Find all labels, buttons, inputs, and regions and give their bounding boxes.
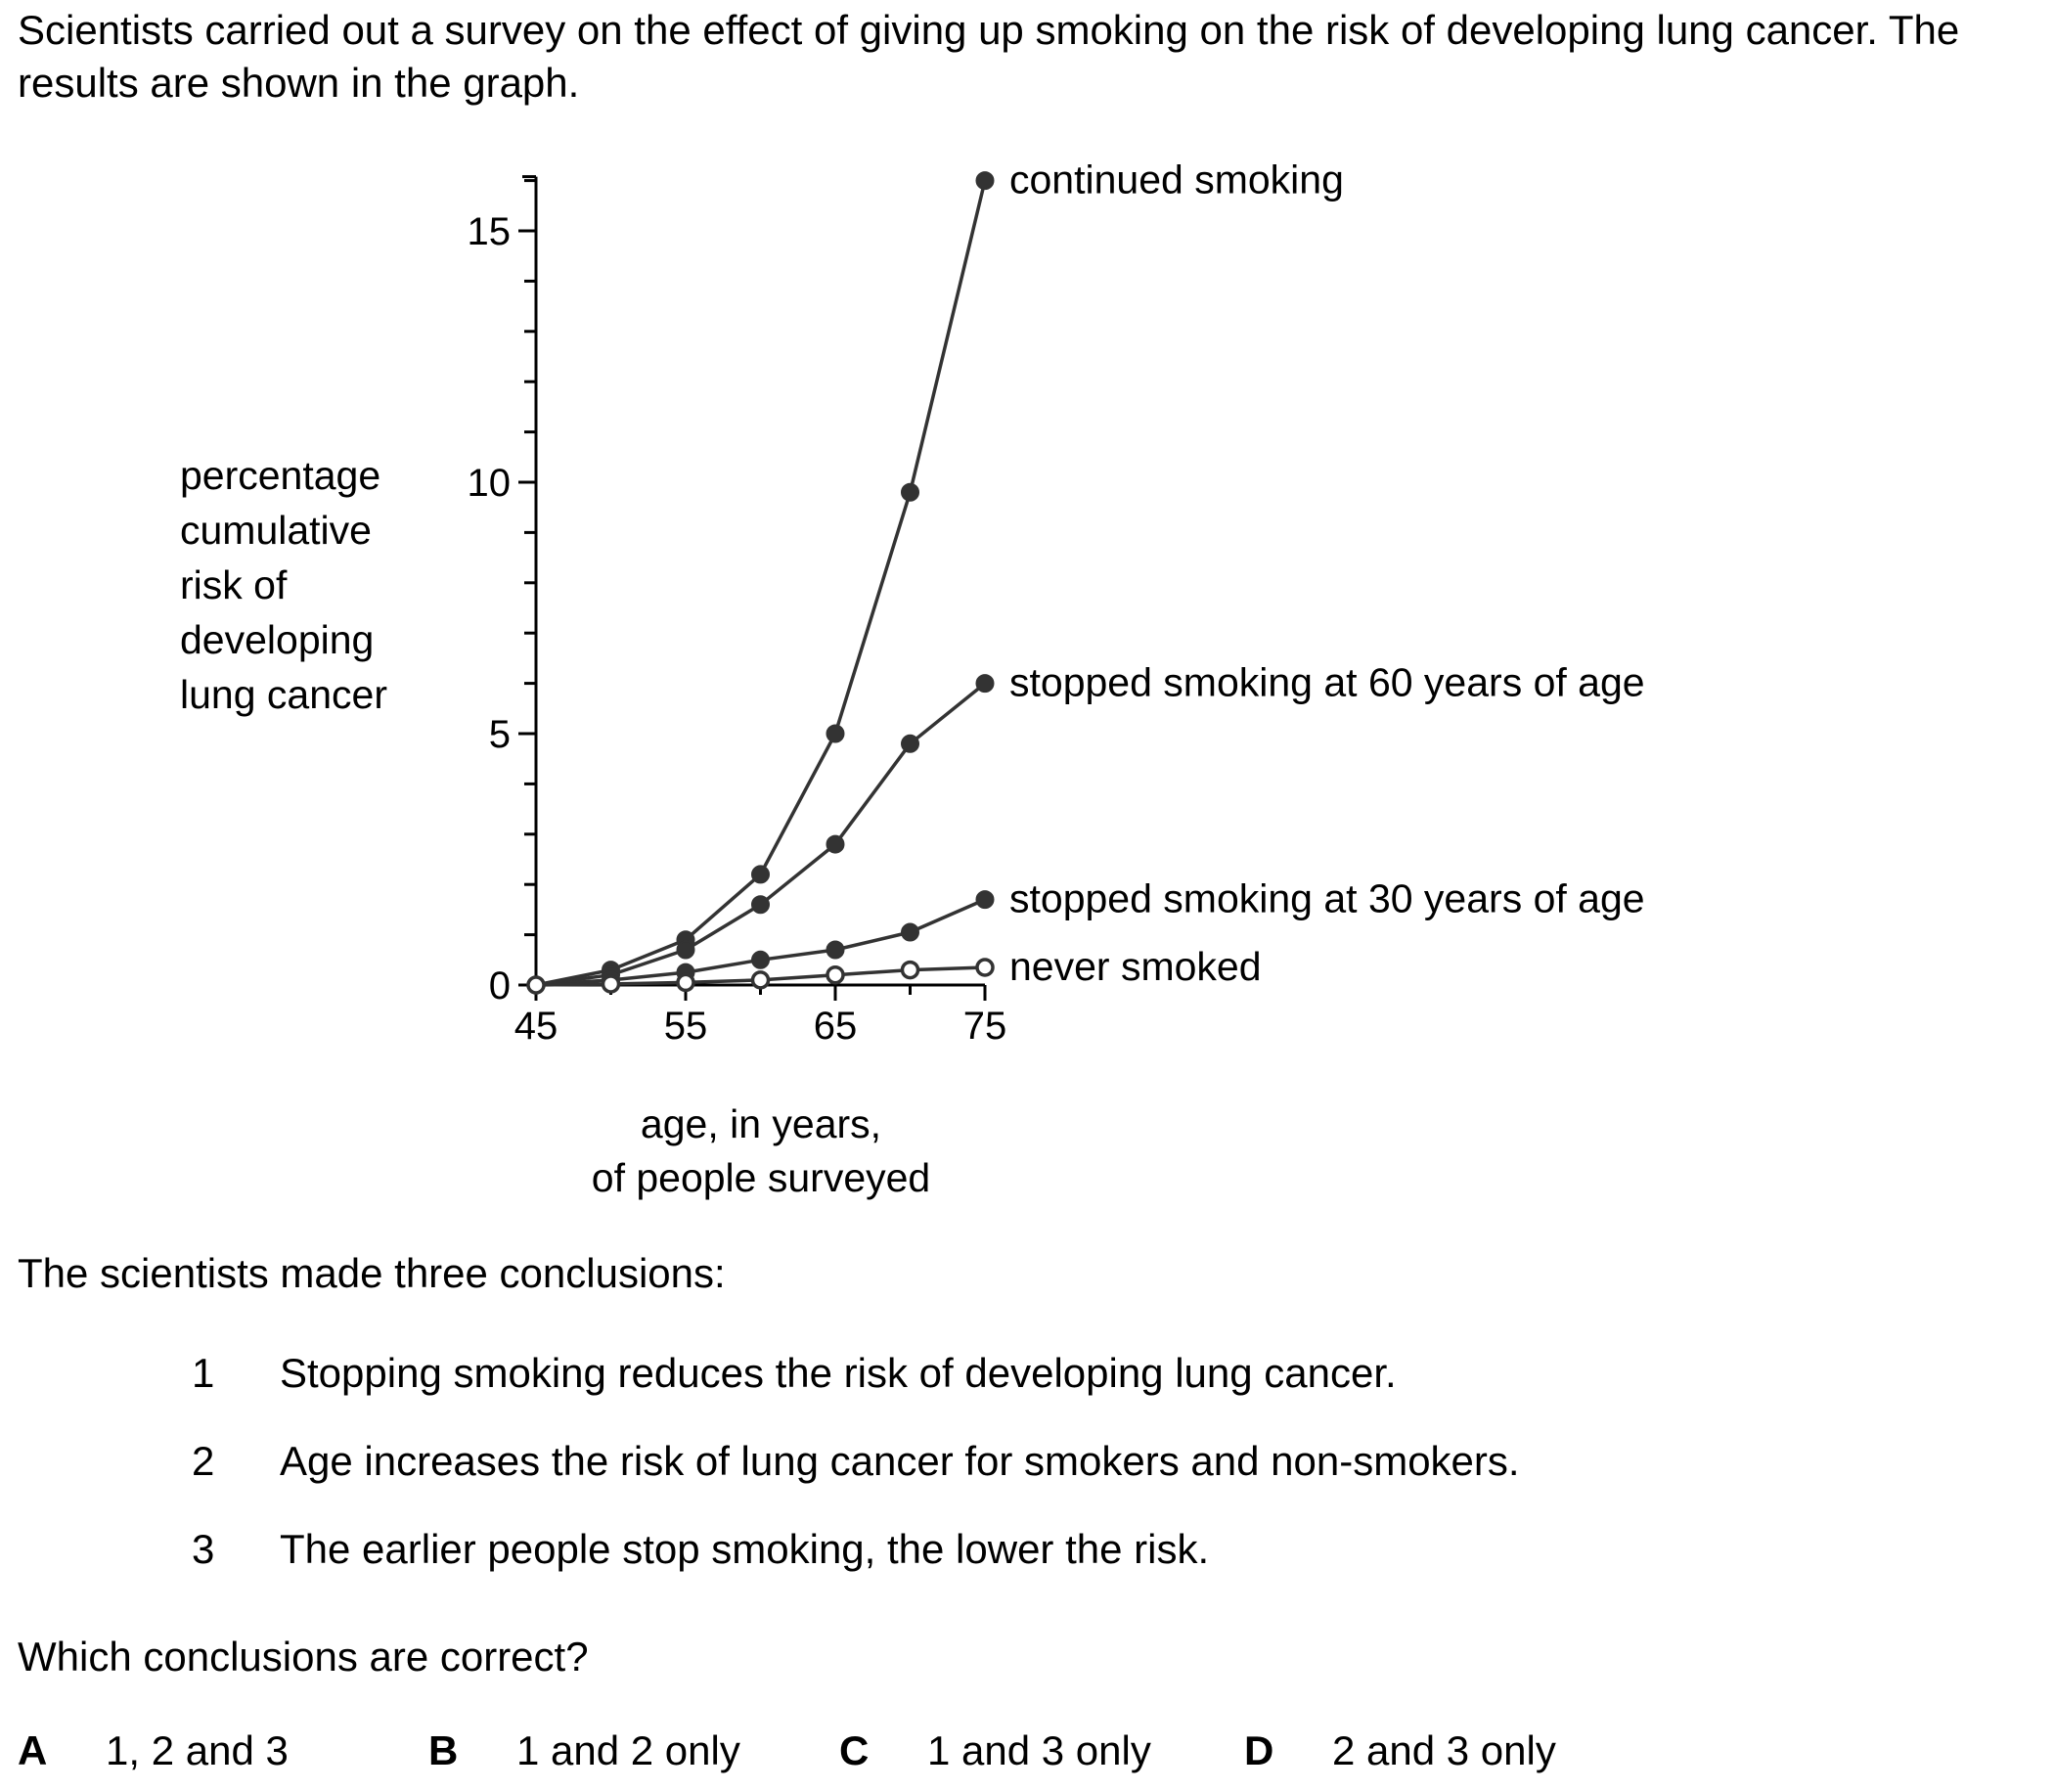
series-line xyxy=(535,180,987,987)
series-label: continued smoking xyxy=(1009,157,1344,202)
conclusion-text: Stopping smoking reduces the risk of dev… xyxy=(280,1350,1397,1396)
option-letter: C xyxy=(839,1727,870,1773)
y-axis-label-line: cumulative xyxy=(180,508,372,553)
x-tick-label: 65 xyxy=(814,1005,858,1048)
option-text: 1 and 2 only xyxy=(516,1727,740,1773)
option-text: 1 and 3 only xyxy=(927,1727,1151,1773)
risk-chart: percentage cumulative risk of developing lun… xyxy=(180,157,1645,1200)
option-text: 2 and 3 only xyxy=(1332,1727,1556,1773)
option-text: 1, 2 and 3 xyxy=(106,1727,289,1773)
conclusion-item: 1 Stopping smoking reduces the risk of d… xyxy=(0,1350,1761,1409)
y-axis-label-line: risk of xyxy=(180,562,288,607)
chart-axes: 0 5 10 15 45 55 65 75 xyxy=(468,175,1007,1048)
series-label: stopped smoking at 60 years of age xyxy=(1009,660,1645,705)
data-point xyxy=(900,960,920,980)
series-group: continued smoking stopped smoking at 60 y… xyxy=(526,157,1645,995)
conclusion-item: 2 Age increases the risk of lung cancer … xyxy=(0,1438,1761,1497)
data-point xyxy=(751,865,770,884)
option-letter: B xyxy=(428,1727,459,1773)
series-never-smoked: never smoked xyxy=(526,944,1262,995)
series-label: stopped smoking at 30 years of age xyxy=(1009,876,1645,921)
conclusion-text: The earlier people stop smoking, the low… xyxy=(280,1526,1210,1572)
y-tick-label: 15 xyxy=(468,210,512,253)
y-axis-label-line: percentage xyxy=(180,453,380,498)
conclusions-intro: The scientists made three conclusions: xyxy=(18,1250,726,1296)
option-letter: A xyxy=(18,1727,48,1773)
data-point xyxy=(676,940,695,960)
conclusion-text: Age increases the risk of lung cancer fo… xyxy=(280,1438,1520,1484)
data-point xyxy=(901,482,919,502)
data-point xyxy=(751,950,770,969)
x-tick-label: 75 xyxy=(963,1005,1007,1048)
data-point xyxy=(901,734,919,753)
option-a[interactable]: A 1, 2 and 3 xyxy=(18,1727,289,1774)
option-d[interactable]: D 2 and 3 only xyxy=(1244,1727,1556,1774)
data-point xyxy=(751,895,770,915)
y-tick-label: 0 xyxy=(489,964,511,1008)
data-point xyxy=(826,964,845,985)
data-point xyxy=(975,890,995,910)
y-axis-label-line: lung cancer xyxy=(180,672,387,717)
conclusion-item: 3 The earlier people stop smoking, the l… xyxy=(0,1526,1761,1585)
data-point xyxy=(826,724,845,743)
data-point xyxy=(826,940,845,960)
x-tick-label: 55 xyxy=(664,1005,708,1048)
data-point xyxy=(901,922,919,942)
x-axis-label-line: age, in years, xyxy=(641,1101,881,1146)
data-point xyxy=(750,970,771,990)
option-b[interactable]: B 1 and 2 only xyxy=(428,1727,740,1774)
x-tick-label: 45 xyxy=(514,1005,558,1048)
data-point xyxy=(526,975,546,995)
conclusion-number: 2 xyxy=(192,1438,215,1484)
data-point xyxy=(975,958,995,977)
series-label: never smoked xyxy=(1009,944,1262,989)
y-tick-label: 10 xyxy=(468,462,512,505)
option-letter: D xyxy=(1244,1727,1274,1773)
series-continued-smoking: continued smoking xyxy=(526,157,1344,995)
conclusion-number: 3 xyxy=(192,1526,215,1572)
data-point xyxy=(676,972,695,993)
data-point xyxy=(601,974,621,994)
intro-text: Scientists carried out a survey on the e… xyxy=(18,7,1960,106)
x-axis-label-line: of people surveyed xyxy=(592,1155,930,1200)
series-stopped-smoking-at-30-years-of-age: stopped smoking at 30 years of age xyxy=(526,876,1645,995)
data-point xyxy=(975,171,995,191)
option-c[interactable]: C 1 and 3 only xyxy=(839,1727,1151,1774)
data-point xyxy=(826,834,845,854)
y-axis-label-line: developing xyxy=(180,617,374,662)
series-line xyxy=(535,682,987,987)
conclusion-number: 1 xyxy=(192,1350,215,1396)
question-text: Which conclusions are correct? xyxy=(18,1634,589,1680)
series-stopped-smoking-at-60-years-of-age: stopped smoking at 60 years of age xyxy=(526,660,1645,995)
answer-options: A 1, 2 and 3 B 1 and 2 only C 1 and 3 on… xyxy=(0,1727,2054,1786)
y-axis-label: percentage cumulative risk of developing lun… xyxy=(180,453,387,717)
x-axis-label: age, in years, of people surveyed xyxy=(592,1101,930,1200)
data-point xyxy=(975,674,995,694)
y-tick-label: 5 xyxy=(489,713,511,756)
